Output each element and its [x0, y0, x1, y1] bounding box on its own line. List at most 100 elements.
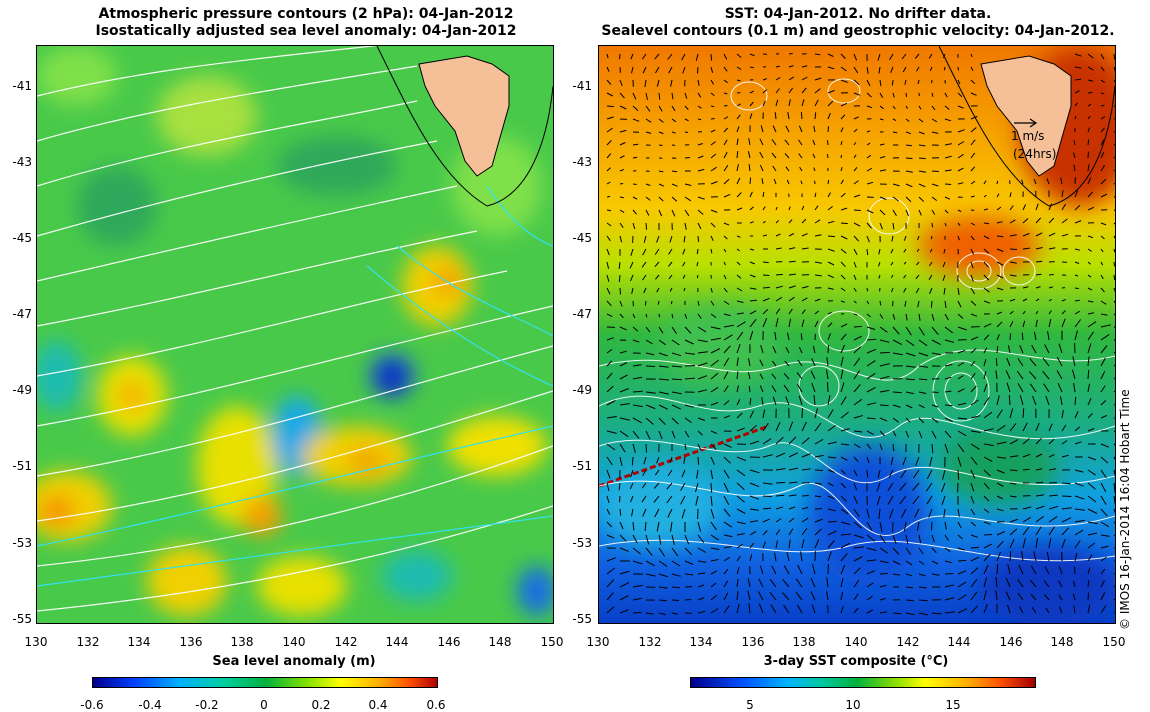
velocity-key-sub: (24hrs) [1013, 147, 1056, 161]
velocity-arrow [958, 67, 959, 70]
velocity-arrow [750, 178, 751, 184]
velocity-arrow [867, 288, 868, 291]
velocity-arrow [1114, 275, 1115, 280]
velocity-arrow [659, 314, 660, 317]
velocity-arrow [1036, 274, 1042, 275]
velocity-arrow [1010, 249, 1017, 250]
velocity-arrow [672, 379, 682, 380]
velocity-arrow [763, 287, 770, 288]
velocity-arrow [646, 366, 655, 367]
velocity-arrow [984, 223, 989, 224]
velocity-arrow [958, 560, 966, 561]
right-x-tick-6: 142 [890, 635, 926, 649]
velocity-arrow [828, 236, 835, 237]
velocity-arrow [750, 67, 754, 68]
right-x-tick-3: 136 [735, 635, 771, 649]
velocity-arrow [685, 132, 688, 133]
velocity-arrow [711, 119, 715, 120]
velocity-arrow [1114, 262, 1115, 266]
right-map-title: SST: 04-Jan-2012. No drifter data. Seale… [600, 6, 1116, 40]
velocity-arrow [944, 67, 945, 70]
velocity-arrow [620, 288, 621, 295]
velocity-arrow [802, 496, 809, 497]
right-x-tick-4: 138 [786, 635, 822, 649]
velocity-arrow [685, 366, 695, 367]
velocity-arrow [697, 249, 698, 254]
left-colorbar-title: Sea level anomaly (m) [36, 654, 552, 669]
velocity-arrow [880, 301, 881, 305]
velocity-arrow [828, 126, 829, 132]
left-x-tick-5: 140 [276, 635, 312, 649]
velocity-arrow [711, 483, 712, 493]
velocity-arrow [646, 444, 647, 453]
sst-colorbar [690, 677, 1036, 688]
velocity-arrow [815, 470, 823, 471]
right-y-tick-2: -45 [562, 231, 592, 245]
velocity-arrow [697, 275, 698, 278]
velocity-arrow [827, 154, 828, 158]
velocity-arrow [906, 600, 914, 601]
velocity-arrow [633, 184, 637, 185]
velocity-arrow [932, 392, 938, 393]
left-x-tick-10: 150 [534, 635, 570, 649]
velocity-arrow [620, 184, 623, 185]
right-y-tick-7: -55 [562, 612, 592, 626]
velocity-arrow [997, 346, 998, 353]
velocity-arrow [932, 522, 933, 530]
left-title-line1: Atmospheric pressure contours (2 hPa): 0… [36, 6, 576, 23]
velocity-arrow [815, 112, 816, 119]
velocity-arrow [698, 67, 699, 74]
velocity-arrow [828, 140, 829, 145]
velocity-arrow [789, 261, 796, 262]
velocity-arrow [1036, 261, 1042, 262]
velocity-arrow [632, 457, 633, 465]
velocity-arrow [932, 223, 933, 227]
left-y-tick-3: -47 [2, 307, 32, 321]
velocity-arrow [1049, 483, 1057, 484]
velocity-arrow [945, 184, 951, 185]
velocity-arrow [802, 408, 803, 418]
velocity-arrow [931, 236, 932, 239]
velocity-arrow [633, 612, 641, 613]
velocity-arrow [906, 158, 913, 159]
right-y-tick-4: -49 [562, 383, 592, 397]
right-y-tick-1: -43 [562, 155, 592, 169]
velocity-arrow [620, 509, 621, 516]
velocity-arrow [711, 54, 712, 61]
right-colorbar-title: 3-day SST composite (°C) [598, 654, 1114, 669]
velocity-arrow [1036, 482, 1043, 483]
velocity-arrow [1088, 92, 1092, 93]
velocity-arrow [607, 106, 614, 107]
velocity-arrow [1010, 551, 1011, 561]
right-x-tick-5: 140 [838, 635, 874, 649]
velocity-arrow [945, 405, 952, 406]
velocity-arrow [1075, 288, 1079, 289]
velocity-arrow [776, 274, 783, 275]
sst-map-graphic: 1 m/s (24hrs) [599, 46, 1115, 623]
velocity-arrow [685, 600, 691, 601]
velocity-arrow [685, 158, 690, 159]
velocity-arrow [880, 573, 888, 574]
right-title-line2: Sealevel contours (0.1 m) and geostrophi… [600, 23, 1116, 40]
left-x-tick-6: 142 [328, 635, 364, 649]
velocity-arrow [671, 301, 672, 304]
velocity-arrow [1010, 333, 1011, 340]
velocity-arrow [1075, 79, 1081, 80]
velocity-arrow [1088, 593, 1089, 601]
velocity-arrow [1062, 496, 1071, 497]
right-y-tick-0: -41 [562, 79, 592, 93]
velocity-arrow [828, 345, 829, 353]
velocity-arrow [698, 119, 701, 120]
left-x-tick-9: 148 [482, 635, 518, 649]
velocity-arrow [1023, 408, 1024, 418]
velocity-arrow [906, 93, 907, 97]
left-x-tick-1: 132 [70, 635, 106, 649]
velocity-arrow [659, 145, 663, 146]
left-x-tick-0: 130 [18, 635, 54, 649]
velocity-arrow [867, 249, 868, 255]
velocity-arrow [763, 262, 769, 263]
velocity-arrow [893, 392, 902, 393]
sea-level-anomaly-map [36, 45, 554, 624]
right-x-tick-1: 132 [632, 635, 668, 649]
velocity-arrow [619, 275, 620, 282]
